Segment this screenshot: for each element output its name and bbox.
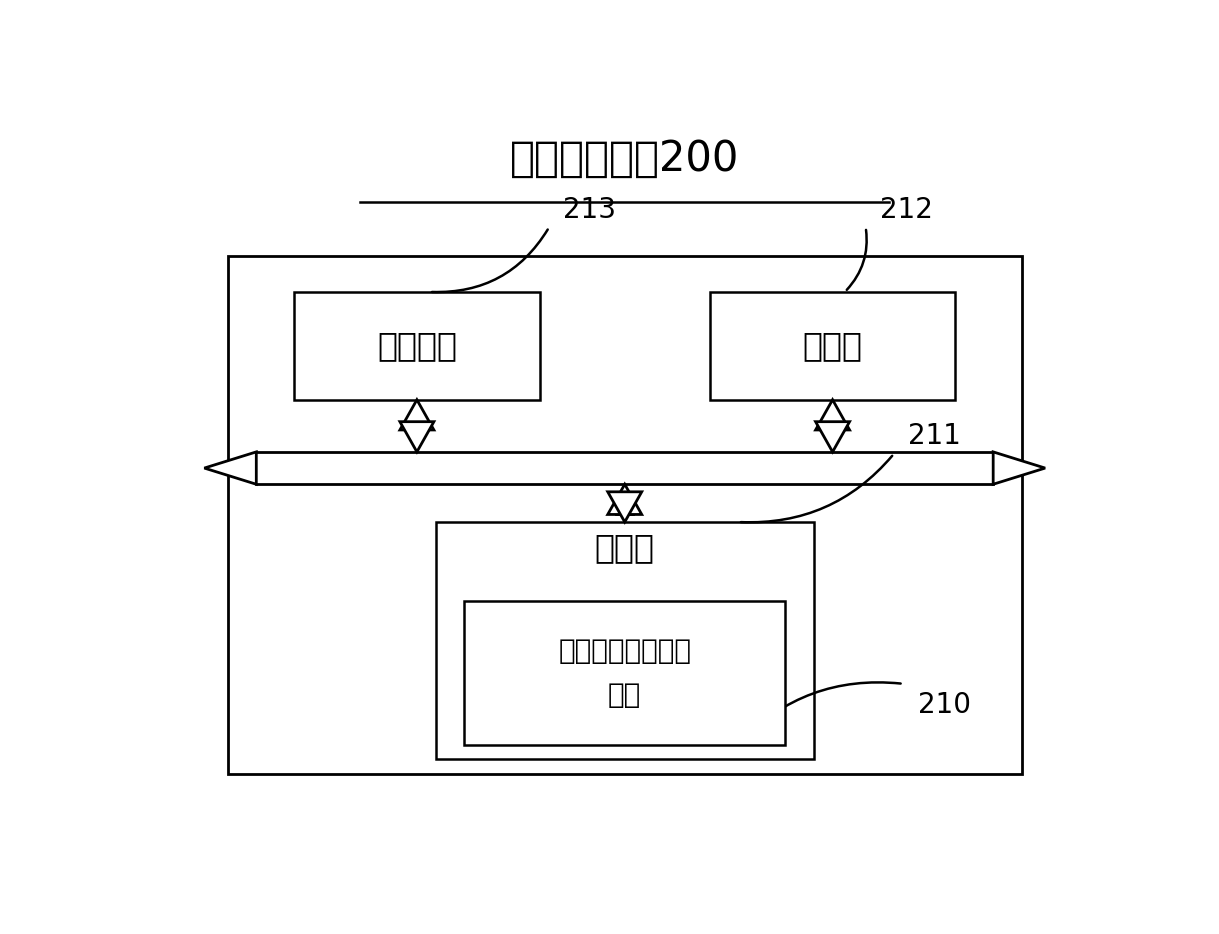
Bar — [436, 522, 814, 759]
Text: 210: 210 — [918, 691, 970, 719]
Polygon shape — [816, 421, 850, 452]
Bar — [617, 492, 633, 515]
Text: 通信单元: 通信单元 — [377, 330, 457, 362]
Text: 213: 213 — [563, 195, 617, 223]
Text: 装置: 装置 — [608, 681, 641, 709]
Text: 211: 211 — [908, 422, 961, 450]
Bar — [294, 291, 540, 400]
Polygon shape — [400, 400, 434, 430]
Polygon shape — [400, 421, 434, 452]
Bar — [228, 256, 1022, 773]
Bar — [824, 421, 841, 430]
Text: 数据分析设备200: 数据分析设备200 — [510, 138, 740, 180]
Bar — [256, 452, 993, 484]
Text: 存储器: 存储器 — [595, 531, 655, 564]
Polygon shape — [993, 452, 1045, 484]
Polygon shape — [608, 484, 641, 515]
Text: 车辆胎压异常识别: 车辆胎压异常识别 — [558, 638, 691, 665]
Text: 212: 212 — [880, 195, 933, 223]
Polygon shape — [608, 492, 641, 522]
Bar — [408, 421, 425, 430]
Text: 处理器: 处理器 — [802, 330, 863, 362]
Bar — [709, 291, 956, 400]
Polygon shape — [816, 400, 850, 430]
Polygon shape — [205, 452, 256, 484]
Bar — [464, 601, 785, 745]
